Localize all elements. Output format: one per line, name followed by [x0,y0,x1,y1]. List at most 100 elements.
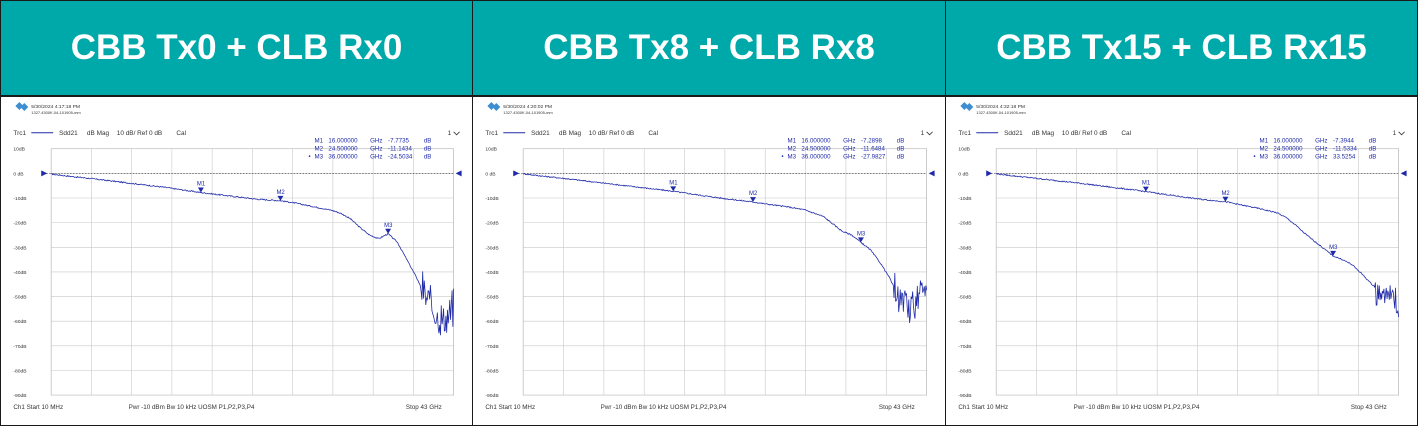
y-tick-label: -90dB [13,393,27,399]
measurement-label: Sdd21 [1004,130,1023,137]
trace-label: Trc1 [958,130,971,137]
footer-stop: Stop 43 GHz [879,404,915,411]
marker-readout-freq: 16.000000 [801,138,831,145]
vna-screenshot-1: 5/30/2024 4:17:18 PM 1327.4300K.04-101905… [9,101,464,419]
reference-arrow-right [1400,170,1407,177]
y-tick-label: 0 dB [485,171,496,177]
marker-readout-db: dB [1369,146,1377,153]
channel-number: 1 [448,130,452,137]
marker-readout-db: dB [897,154,905,161]
y-tick-label: -30dB [485,245,499,251]
chart-panel-2: CBB Tx8 + CLB Rx8 5/30/2024 4:20:02 PM 13… [472,0,946,426]
footer-start: Ch1 Start 10 MHz [485,404,535,411]
marker-triangle-icon [197,187,204,193]
marker-readout-value: -7.7735 [388,138,409,145]
vna-logo-icon [960,101,974,111]
marker-readout-value: -7.3944 [1333,138,1354,145]
marker-readout-unit: GHz [370,138,382,145]
marker-readout-db: dB [424,146,432,153]
vna-screenshot-3: 5/30/2024 4:32:18 PM 1327.4300K.04-101905… [954,101,1409,419]
cal-label: Cal [1121,130,1131,137]
cal-label: Cal [648,130,658,137]
marker-triangle-icon [670,186,677,192]
marker-readout-freq: 36.000000 [328,154,358,161]
y-tick-label: 10dB [958,147,970,153]
marker-readout-unit: GHz [370,146,382,153]
vna-logo-icon [15,101,29,111]
y-tick-label: -70dB [958,344,972,350]
marker-readout-freq: 24.500000 [1273,146,1303,153]
timestamp: 5/30/2024 4:20:02 PM [503,104,552,110]
marker-triangle-icon [857,237,864,243]
marker-label: M3 [384,223,393,229]
marker-readout-name: M2 [315,146,324,153]
marker-triangle-icon [277,195,284,201]
vna-screenshot-2: 5/30/2024 4:20:02 PM 1327.4300K.04-101905… [481,101,937,419]
format-label: dB Mag [559,130,582,137]
y-tick-label: -90dB [485,393,499,399]
chart-title-3: CBB Tx15 + CLB Rx15 [946,1,1417,97]
y-tick-label: -10dB [13,196,27,202]
vna-plot-3: 5/30/2024 4:32:18 PM1327.4300K.04-101905… [958,101,1407,411]
y-tick-label: -50dB [13,295,27,301]
y-tick-label: -80dB [485,368,499,374]
marker-readout-db: dB [1369,138,1377,145]
y-tick-label: 10dB [485,147,497,153]
marker-label: M2 [749,191,758,197]
marker-triangle-icon [1142,186,1149,192]
marker-readout-db: dB [897,138,905,145]
marker-readout-unit: GHz [1315,138,1327,145]
measurement-label: Sdd21 [59,130,78,137]
marker-readout-freq: 36.000000 [801,154,831,161]
marker-label: M2 [1221,191,1230,197]
marker-readout-name: M3 [788,154,797,161]
chevron-down-icon [926,131,933,136]
marker-readout-value: -11.5334 [1333,146,1357,153]
y-tick-label: -50dB [485,295,499,301]
trace-sdd21 [995,173,1400,318]
y-tick-label: -40dB [485,270,499,276]
marker-readout-db: dB [424,154,432,161]
measurement-label: Sdd21 [531,130,550,137]
trace-sdd21 [51,173,455,336]
y-tick-label: -10dB [485,196,499,202]
marker-readout-freq: 16.000000 [1273,138,1303,145]
marker-label: M1 [197,182,206,188]
chart-panel-3: CBB Tx15 + CLB Rx15 5/30/2024 4:32:18 PM… [945,0,1418,426]
vna-logo-icon [487,101,501,111]
marker-readout-name: M1 [1260,138,1269,145]
reference-arrow-right [928,170,935,177]
chart-title-1: CBB Tx0 + CLB Rx0 [1,1,472,97]
trace-sdd21 [522,173,928,323]
marker-readout-value: -24.5034 [388,154,413,161]
marker-readout-unit: GHz [843,146,855,153]
marker-readout-name: M2 [1260,146,1269,153]
trace-label: Trc1 [13,130,26,137]
vna-plot-1: 5/30/2024 4:17:18 PM1327.4300K.04-101905… [13,101,462,411]
marker-readout-name: M1 [315,138,324,145]
footer-start: Ch1 Start 10 MHz [958,404,1008,411]
marker-label: M2 [276,190,285,196]
timestamp: 5/30/2024 4:32:18 PM [976,104,1025,110]
format-label: dB Mag [87,130,110,137]
y-tick-label: -40dB [13,270,27,276]
marker-triangle-icon [1330,250,1337,256]
y-tick-label: -10dB [958,196,972,202]
marker-triangle-icon [385,228,392,234]
marker-readout-freq: 24.500000 [328,146,358,153]
y-tick-label: 0 dB [13,171,24,177]
channel-number: 1 [1393,130,1397,137]
y-tick-label: -60dB [485,319,499,325]
marker-readout-freq: 16.000000 [328,138,358,145]
marker-readout-value: -11.1434 [388,146,412,153]
scale-label: 10 dB/ Ref 0 dB [1062,130,1107,137]
footer-settings: Pwr -10 dBm Bw 10 kHz UOSM P1,P2,P3,P4 [1074,404,1200,411]
marker-label: M1 [1142,181,1151,187]
cal-label: Cal [176,130,186,137]
y-tick-label: -30dB [13,245,27,251]
reference-arrow-left [41,170,48,177]
marker-readout-unit: GHz [843,138,855,145]
marker-readout-unit: GHz [370,154,382,161]
marker-label: M3 [857,231,866,237]
marker-readout-freq: 36.000000 [1273,154,1303,161]
